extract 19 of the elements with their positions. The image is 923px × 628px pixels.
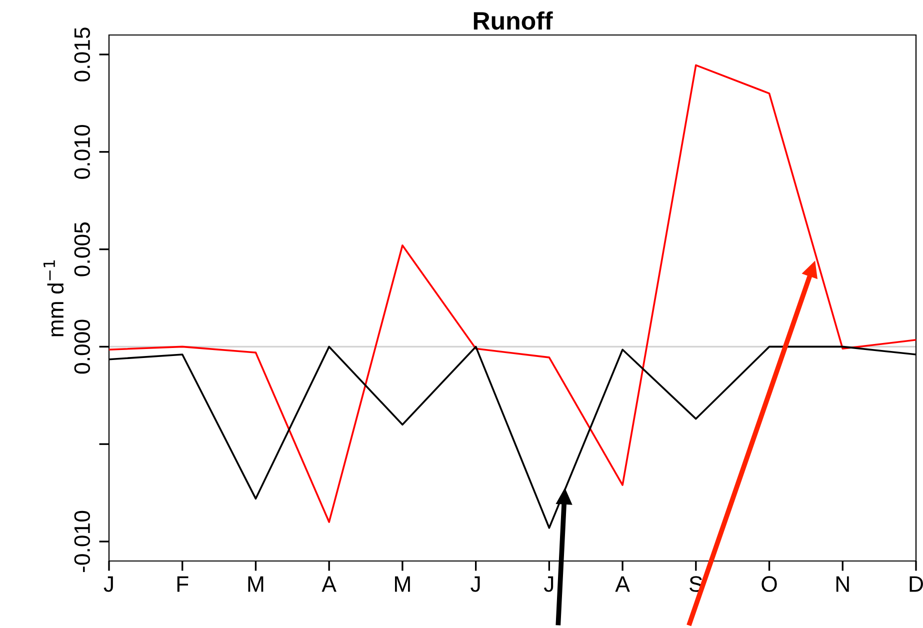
y-axis-title: mm d$^{−1}$ <box>44 260 64 336</box>
x-tick-label: N <box>836 576 849 592</box>
y-tick-label: 0.005 <box>74 222 90 276</box>
x-tick-label: M <box>248 576 264 592</box>
y-tick-label: 0.000 <box>74 320 90 374</box>
y-tick-label: -0.010 <box>74 510 90 572</box>
x-tick-label: O <box>762 576 777 592</box>
line-series <box>109 64 916 523</box>
y-tick-label: 0.015 <box>74 28 90 82</box>
y-tick-label: 0.010 <box>74 124 90 179</box>
x-tick-label: A <box>615 576 630 592</box>
x-tick-label: D <box>910 576 923 592</box>
chart-title: Runoff <box>474 11 553 30</box>
x-tick-label: M <box>395 576 410 592</box>
x-tick-label: A <box>322 576 336 592</box>
x-tick-label: F <box>177 576 188 592</box>
x-tick-label: J <box>544 576 554 592</box>
x-tick-label: J <box>470 576 480 592</box>
x-tick-label: J <box>104 576 113 592</box>
